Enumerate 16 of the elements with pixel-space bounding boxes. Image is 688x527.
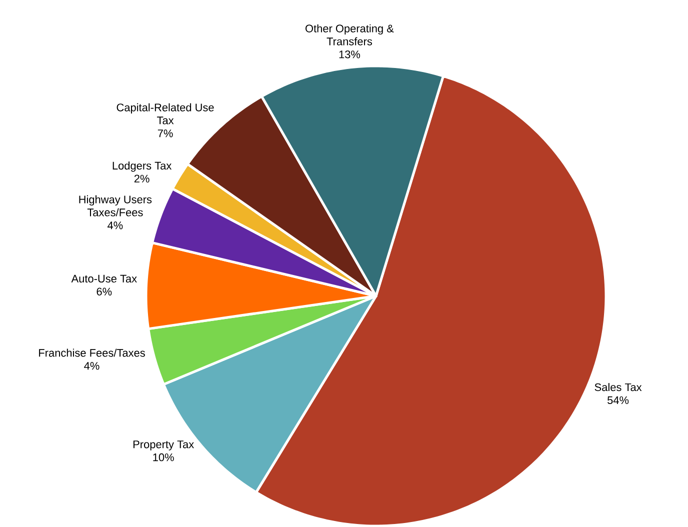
data-label: 7% [158, 130, 173, 138]
slice-label: Capital-Related Use Tax [116, 103, 214, 124]
data-label: 54% [608, 396, 629, 404]
slice-label: Franchise Fees/Taxes [39, 348, 145, 357]
data-label: 10% [153, 453, 174, 462]
slice-label: Lodgers Tax [112, 162, 172, 172]
slice-label: Auto-Use Tax [71, 274, 137, 283]
slice-label: Sales Tax [594, 383, 642, 392]
data-label: 4% [108, 222, 123, 230]
data-label: 6% [96, 288, 112, 296]
data-label: 13% [339, 50, 360, 58]
slice-label: Other Operating & Transfers [306, 24, 394, 46]
slice-label: Property Tax [133, 440, 194, 450]
slice-label: Highway Users Taxes/Fees [79, 195, 152, 216]
data-label: 2% [134, 174, 150, 182]
data-label: 4% [84, 362, 100, 370]
